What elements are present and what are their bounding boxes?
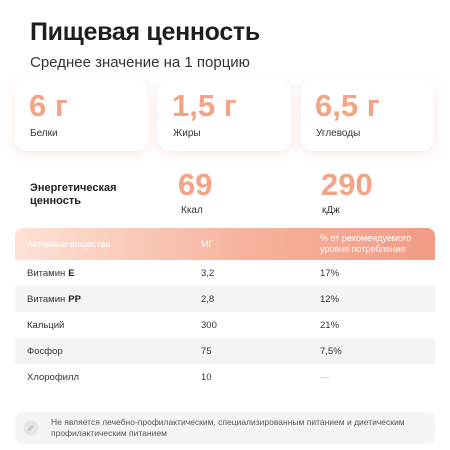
protein-label: Белки <box>30 128 58 139</box>
table-row: Витамин PP 2,8 12% <box>15 286 435 312</box>
protein-card: 6 г Белки <box>15 80 148 151</box>
row-mg: 2,8 <box>201 293 215 305</box>
row-name: Фосфор <box>27 338 63 364</box>
page-subtitle: Среднее значение на 1 порцию <box>30 54 250 71</box>
row-name: Витамин E <box>27 260 75 286</box>
fat-label: Жиры <box>173 128 201 139</box>
row-name: Витамин PP <box>27 286 81 312</box>
row-name: Хлорофилл <box>27 364 79 390</box>
carbs-value: 6,5 г <box>315 88 380 123</box>
kj-value: 290 <box>321 167 373 202</box>
protein-value: 6 г <box>29 88 68 123</box>
nutrient-name: Хлорофилл <box>27 371 80 383</box>
energy-label: Энергетическая ценность <box>30 182 117 207</box>
kj-unit: кДж <box>322 205 340 216</box>
table-row: Фосфор 75 7,5% <box>15 338 435 364</box>
nutrient-suffix: E <box>68 267 75 279</box>
row-percent: 12% <box>320 293 340 305</box>
row-name: Кальций <box>27 312 64 338</box>
table-row: Хлорофилл 10 — <box>15 364 435 390</box>
table-row: Витамин E 3,2 17% <box>15 260 435 286</box>
nutrient-name: Витамин <box>27 267 66 279</box>
info-leaf-icon <box>23 420 39 436</box>
row-mg: 3,2 <box>201 267 215 279</box>
nutrient-name: Кальций <box>27 319 65 331</box>
kcal-value: 69 <box>178 167 213 202</box>
table-row: Кальций 300 21% <box>15 312 435 338</box>
carbs-label: Углеводы <box>316 128 361 139</box>
nutrient-name: Витамин <box>27 293 66 305</box>
disclaimer-notice: Не является лечебно-профилактическим, сп… <box>15 412 435 444</box>
fat-card: 1,5 г Жиры <box>158 80 291 151</box>
page-title: Пищевая ценность <box>30 18 260 46</box>
fat-value: 1,5 г <box>172 88 237 123</box>
header-substance: Активные вещества <box>27 238 111 249</box>
nutrient-suffix: PP <box>68 293 81 305</box>
header-mg: МГ <box>201 238 214 249</box>
disclaimer-text: Не является лечебно-профилактическим, сп… <box>51 417 405 438</box>
nutrient-name: Фосфор <box>27 345 63 357</box>
header-percent: % от рекомендуемого уровня потребления <box>320 233 412 254</box>
row-mg: 10 <box>201 371 212 383</box>
carbs-card: 6,5 г Углеводы <box>301 80 434 151</box>
row-percent: 7,5% <box>320 345 342 357</box>
row-percent: 21% <box>320 319 340 331</box>
table-header: Активные вещества МГ % от рекомендуемого… <box>15 228 435 260</box>
row-mg: 75 <box>201 345 212 357</box>
nutrients-table: Активные вещества МГ % от рекомендуемого… <box>15 228 435 390</box>
row-percent: — <box>320 371 330 383</box>
kcal-unit: Ккал <box>181 205 203 216</box>
row-mg: 300 <box>201 319 217 331</box>
row-percent: 17% <box>320 267 340 279</box>
